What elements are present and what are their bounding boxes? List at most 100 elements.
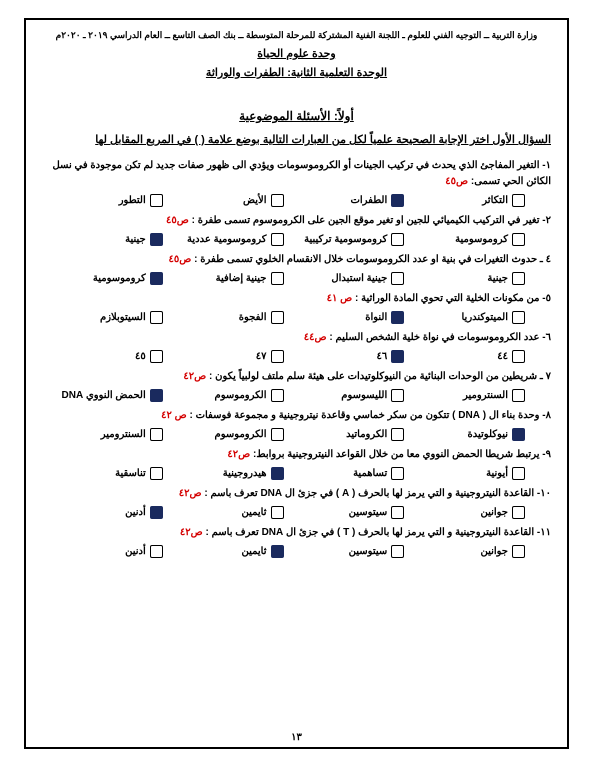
checkbox-empty-icon[interactable]	[512, 233, 525, 246]
option[interactable]: جينية	[42, 233, 163, 246]
option-label: جينية	[125, 234, 146, 245]
checkbox-filled-icon[interactable]	[150, 506, 163, 519]
checkbox-empty-icon[interactable]	[271, 350, 284, 363]
checkbox-empty-icon[interactable]	[512, 389, 525, 402]
checkbox-filled-icon[interactable]	[150, 389, 163, 402]
option[interactable]: سيتوسين	[284, 506, 405, 519]
option[interactable]: كروموسومية عددية	[163, 233, 284, 246]
page-number: ١٣	[26, 732, 567, 743]
checkbox-filled-icon[interactable]	[150, 233, 163, 246]
option[interactable]: الليسوسوم	[284, 389, 405, 402]
checkbox-empty-icon[interactable]	[391, 272, 404, 285]
checkbox-empty-icon[interactable]	[271, 311, 284, 324]
checkbox-empty-icon[interactable]	[391, 506, 404, 519]
option[interactable]: النواة	[284, 311, 405, 324]
option[interactable]: هيدروجينية	[163, 467, 284, 480]
option[interactable]: جوانين	[404, 506, 525, 519]
option[interactable]: جينية إضافية	[163, 272, 284, 285]
option-label: الليسوسوم	[341, 390, 387, 401]
checkbox-filled-icon[interactable]	[271, 467, 284, 480]
checkbox-filled-icon[interactable]	[391, 350, 404, 363]
options-row: أيونية تساهمية هيدروجينيةتناسقية	[42, 467, 551, 480]
option-label: السنترومير	[463, 390, 508, 401]
checkbox-empty-icon[interactable]	[150, 428, 163, 441]
checkbox-filled-icon[interactable]	[150, 272, 163, 285]
checkbox-filled-icon[interactable]	[512, 428, 525, 441]
checkbox-empty-icon[interactable]	[512, 467, 525, 480]
option[interactable]: الكروماتيد	[284, 428, 405, 441]
option[interactable]: الطفرات	[284, 194, 405, 207]
checkbox-empty-icon[interactable]	[150, 350, 163, 363]
checkbox-empty-icon[interactable]	[271, 194, 284, 207]
option[interactable]: السنترومير	[404, 389, 525, 402]
option-label: أدنين	[125, 507, 146, 518]
page-container: وزارة التربية ــ التوجيه الفني للعلوم ـ …	[0, 0, 593, 767]
question: ٦- عدد الكروموسومات في نواة خلية الشخص ا…	[42, 330, 551, 363]
checkbox-filled-icon[interactable]	[391, 311, 404, 324]
checkbox-empty-icon[interactable]	[512, 506, 525, 519]
option[interactable]: أدنين	[42, 545, 163, 558]
option[interactable]: السيتوبلازم	[42, 311, 163, 324]
option[interactable]: جينية استبدال	[284, 272, 405, 285]
question: ٥- من مكونات الخلية التي تحوي المادة الو…	[42, 291, 551, 324]
option[interactable]: الأيض	[163, 194, 284, 207]
checkbox-empty-icon[interactable]	[271, 389, 284, 402]
option[interactable]: ثايمين	[163, 506, 284, 519]
checkbox-empty-icon[interactable]	[150, 194, 163, 207]
question-ref: ص٤٥	[445, 176, 468, 187]
option[interactable]: الميتوكندريا	[404, 311, 525, 324]
checkbox-filled-icon[interactable]	[271, 545, 284, 558]
option[interactable]: نيوكلوتيدة	[404, 428, 525, 441]
option[interactable]: ٤٧	[163, 350, 284, 363]
option[interactable]: تساهمية	[284, 467, 405, 480]
options-row: التكاثرالطفراتالأيضالتطور	[42, 194, 551, 207]
checkbox-empty-icon[interactable]	[150, 467, 163, 480]
option[interactable]: تناسقية	[42, 467, 163, 480]
option[interactable]: سيتوسين	[284, 545, 405, 558]
option[interactable]: ٤٦	[284, 350, 405, 363]
option-label: الفجوة	[239, 312, 267, 323]
option[interactable]: كروموسومية	[404, 233, 525, 246]
option[interactable]: ثايمين	[163, 545, 284, 558]
question-text: ٦- عدد الكروموسومات في نواة خلية الشخص ا…	[42, 330, 551, 346]
option[interactable]: الحمض النووي DNA	[42, 389, 163, 402]
checkbox-empty-icon[interactable]	[512, 545, 525, 558]
checkbox-empty-icon[interactable]	[391, 233, 404, 246]
checkbox-empty-icon[interactable]	[271, 272, 284, 285]
checkbox-empty-icon[interactable]	[391, 389, 404, 402]
option-label: تساهمية	[353, 468, 387, 479]
checkbox-empty-icon[interactable]	[271, 506, 284, 519]
question-ref: ص٤٥	[169, 254, 192, 265]
option[interactable]: التكاثر	[404, 194, 525, 207]
option-label: جينية استبدال	[331, 273, 387, 284]
option[interactable]: التطور	[42, 194, 163, 207]
option[interactable]: السنترومير	[42, 428, 163, 441]
checkbox-empty-icon[interactable]	[150, 545, 163, 558]
option[interactable]: الكروموسوم	[163, 428, 284, 441]
checkbox-empty-icon[interactable]	[512, 311, 525, 324]
option[interactable]: ٤٤	[404, 350, 525, 363]
checkbox-empty-icon[interactable]	[391, 428, 404, 441]
checkbox-empty-icon[interactable]	[391, 545, 404, 558]
checkbox-empty-icon[interactable]	[512, 350, 525, 363]
checkbox-filled-icon[interactable]	[391, 194, 404, 207]
checkbox-empty-icon[interactable]	[150, 311, 163, 324]
checkbox-empty-icon[interactable]	[391, 467, 404, 480]
question-text: ٩- يرتبط شريطا الحمض النووي معا من خلال …	[42, 447, 551, 463]
checkbox-empty-icon[interactable]	[512, 194, 525, 207]
option[interactable]: ٤٥	[42, 350, 163, 363]
option[interactable]: الكروموسوم	[163, 389, 284, 402]
option[interactable]: أدنين	[42, 506, 163, 519]
option[interactable]: كروموسومية	[42, 272, 163, 285]
option-label: كروموسومية عددية	[187, 234, 267, 245]
option[interactable]: أيونية	[404, 467, 525, 480]
checkbox-empty-icon[interactable]	[512, 272, 525, 285]
question-text: ٢- تغير في التركيب الكيميائي للجين او تغ…	[42, 213, 551, 229]
option[interactable]: جينية	[404, 272, 525, 285]
checkbox-empty-icon[interactable]	[271, 233, 284, 246]
checkbox-empty-icon[interactable]	[271, 428, 284, 441]
option[interactable]: جوانين	[404, 545, 525, 558]
header-line: وزارة التربية ــ التوجيه الفني للعلوم ـ …	[42, 30, 551, 41]
option[interactable]: الفجوة	[163, 311, 284, 324]
option[interactable]: كروموسومية تركيبية	[284, 233, 405, 246]
